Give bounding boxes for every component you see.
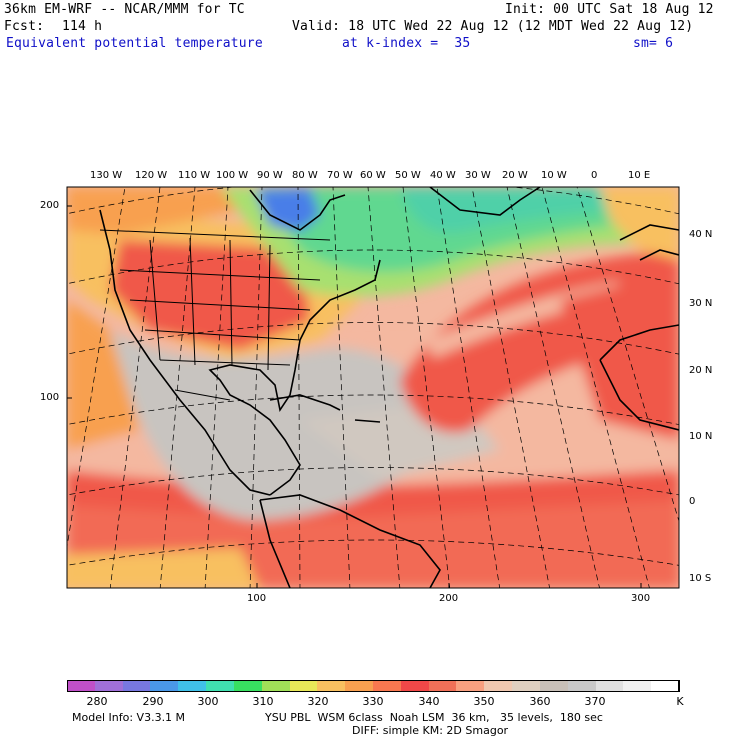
colorbar-label: 330 bbox=[362, 695, 384, 708]
lat-label: 30 N bbox=[689, 298, 713, 309]
colorbar-label: 340 bbox=[418, 695, 440, 708]
map-frame bbox=[66, 186, 680, 589]
level-label: at k-index = 35 bbox=[342, 36, 471, 51]
lon-label: 10 E bbox=[628, 170, 651, 181]
lon-label: 40 W bbox=[430, 170, 456, 181]
lon-label: 20 W bbox=[502, 170, 528, 181]
colorbar-label: 370 bbox=[584, 695, 606, 708]
grid-label-y: 100 bbox=[40, 392, 60, 403]
lon-label: 80 W bbox=[292, 170, 318, 181]
grid-label-x: 200 bbox=[439, 593, 459, 604]
colorbar-label: 290 bbox=[142, 695, 164, 708]
forecast-label: Fcst: bbox=[4, 19, 45, 34]
lon-label: 110 W bbox=[178, 170, 211, 181]
smoothing-label: sm= 6 bbox=[633, 36, 674, 51]
lon-label: 70 W bbox=[327, 170, 353, 181]
lon-label: 10 W bbox=[541, 170, 567, 181]
lon-label: 90 W bbox=[257, 170, 283, 181]
init-time: Init: 00 UTC Sat 18 Aug 12 bbox=[505, 2, 714, 17]
lon-label: 50 W bbox=[395, 170, 421, 181]
colorbar-label: 280 bbox=[86, 695, 108, 708]
colorbar-frame bbox=[67, 680, 679, 692]
grid-label-x: 300 bbox=[631, 593, 651, 604]
colorbar-label: 350 bbox=[473, 695, 495, 708]
lat-label: 0 bbox=[689, 496, 696, 507]
lat-label: 10 N bbox=[689, 431, 713, 442]
lon-label: 0 bbox=[591, 170, 598, 181]
colorbar-unit: K bbox=[676, 695, 684, 708]
lon-label: 30 W bbox=[465, 170, 491, 181]
lon-label: 130 W bbox=[90, 170, 123, 181]
lat-label: 10 S bbox=[689, 573, 712, 584]
diffusion-info: DIFF: simple KM: 2D Smagor bbox=[352, 724, 509, 737]
lon-label: 100 W bbox=[216, 170, 249, 181]
model-title: 36km EM-WRF -- NCAR/MMM for TC bbox=[4, 2, 245, 17]
lon-label: 60 W bbox=[360, 170, 386, 181]
coastlines bbox=[99, 187, 679, 588]
lon-label: 120 W bbox=[135, 170, 168, 181]
colorbar-label: 310 bbox=[252, 695, 274, 708]
graticule bbox=[67, 187, 679, 588]
grid-label-x: 100 bbox=[247, 593, 267, 604]
model-info: Model Info: V3.3.1 M bbox=[72, 711, 186, 724]
physics-info: YSU PBL WSM 6class Noah LSM 36 km, 35 le… bbox=[265, 711, 603, 724]
grid-label-y: 200 bbox=[40, 200, 60, 211]
lat-label: 20 N bbox=[689, 365, 713, 376]
lat-label: 40 N bbox=[689, 229, 713, 240]
political-boundaries bbox=[99, 229, 331, 401]
colorbar-label: 360 bbox=[529, 695, 551, 708]
theta-e-field bbox=[67, 187, 679, 588]
frame-ticks bbox=[67, 205, 642, 588]
colorbar-label: 300 bbox=[197, 695, 219, 708]
forecast-hours: 114 h bbox=[62, 19, 103, 34]
colorbar-swatch bbox=[651, 680, 681, 692]
colorbar-label: 320 bbox=[307, 695, 329, 708]
field-name: Equivalent potential temperature bbox=[6, 36, 263, 51]
valid-time: Valid: 18 UTC Wed 22 Aug 12 (12 MDT Wed … bbox=[292, 19, 694, 34]
